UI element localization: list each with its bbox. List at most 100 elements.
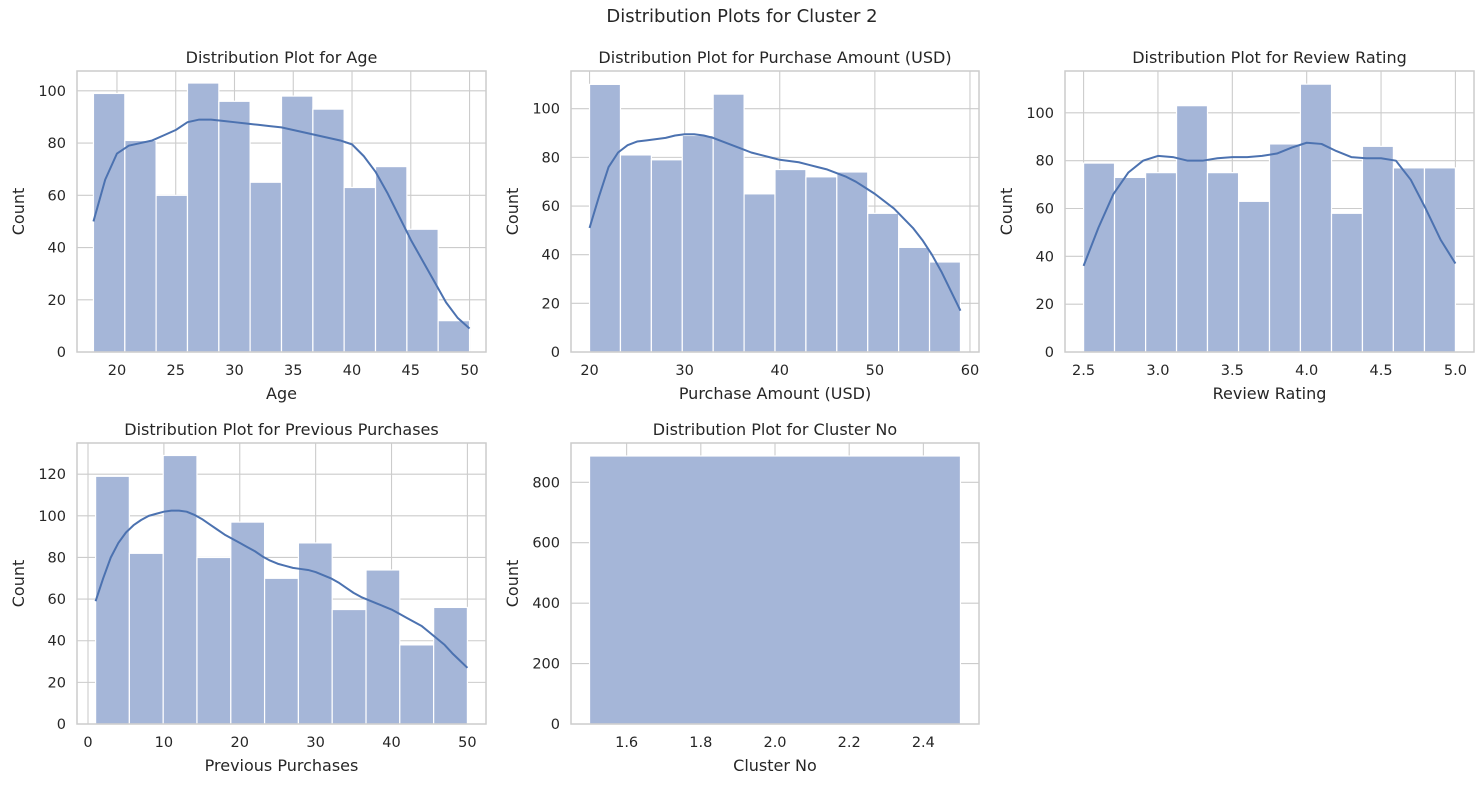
x-tick-label: 0 [83,735,92,751]
histogram-bar [433,606,469,725]
histogram-bar [249,181,283,353]
chart-title: Distribution Plot for Review Rating [1132,48,1407,67]
y-tick-labels: 0 20 40 60 80 100 [1026,106,1054,361]
chart-panel-previous-purchases: Distribution Plot for Previous Purchases… [0,410,494,786]
histogram-bar [406,228,439,353]
x-tick-label: 20 [580,363,598,379]
histogram-bar [280,95,314,353]
histogram-bar [619,154,652,353]
y-tick-label: 80 [542,150,560,166]
y-tick-label: 400 [532,596,560,612]
histogram-bars [94,454,469,725]
y-axis-label: Count [997,188,1016,236]
y-tick-label: 20 [48,675,66,691]
x-axis-label: Cluster No [733,756,817,775]
histogram-bar [681,134,714,353]
x-tick-label: 2.5 [1072,363,1095,379]
y-axis-label: Count [9,188,28,236]
y-tick-label: 80 [48,136,66,152]
histogram-bar [928,261,962,353]
x-tick-label: 40 [771,363,789,379]
histogram-bars [588,83,962,353]
chart-title: Distribution Plot for Age [186,48,378,67]
histogram-bar [1145,172,1178,353]
histogram-bar [650,159,683,353]
x-tick-labels: 20 25 30 35 40 45 50 [108,363,479,379]
histogram-bar [1113,176,1147,353]
histogram-bar [1268,143,1302,353]
x-tick-label: 40 [343,363,361,379]
x-tick-labels: 2.5 3.0 3.5 4.0 4.5 5.0 [1072,363,1467,379]
kde-line [1082,141,1457,267]
histogram-bar [1299,83,1333,353]
x-axis-label: Previous Purchases [205,756,359,775]
histogram-bar [297,542,333,725]
histogram-bar [1237,200,1271,353]
y-tick-label: 40 [48,241,66,257]
y-tick-label: 100 [38,509,66,525]
y-tick-label: 20 [542,296,560,312]
chart-title: Distribution Plot for Previous Purchases [124,420,438,439]
y-tick-label: 100 [532,102,560,118]
axes-frame [76,442,487,725]
x-tick-label: 20 [108,363,126,379]
y-tick-label: 100 [38,84,66,100]
histogram-bar [128,552,164,725]
histogram-bar [1423,167,1457,353]
histogram-bar [365,569,401,725]
y-tick-label: 200 [532,657,560,673]
y-tick-label: 40 [542,248,560,264]
histogram-bar [196,556,232,725]
x-tick-label: 5.0 [1444,363,1467,379]
chart-panel-cluster-no: Distribution Plot for Cluster No 1.6 1.8 2.… [494,410,988,786]
x-tick-label: 50 [460,363,478,379]
histogram-bar [374,165,408,353]
x-tick-label: 35 [284,363,302,379]
x-tick-label: 2.0 [763,735,786,751]
chart-panel-purchase-amount: Distribution Plot for Purchase Amount (U… [494,0,988,410]
histogram-bar [230,521,266,725]
histogram-bar [867,212,900,353]
y-tick-label: 0 [551,345,560,361]
x-tick-label: 30 [306,735,324,751]
histogram-bar [186,82,220,353]
histogram-bar [162,454,198,725]
y-tick-label: 80 [1036,154,1054,170]
chart-panel-review-rating: Distribution Plot for Review Rating 2.5 3.… [988,0,1484,410]
y-tick-label: 40 [48,634,66,650]
x-tick-label: 1.6 [615,735,638,751]
histogram-bar [1392,167,1426,353]
y-tick-labels: 0 20 40 60 80 100 120 [38,467,66,733]
histogram-bar [1361,145,1394,353]
y-tick-label: 40 [1036,249,1054,265]
y-tick-label: 60 [48,188,66,204]
chart-purchase-amount: Distribution Plot for Purchase Amount (U… [503,48,980,403]
x-tick-label: 10 [155,735,173,751]
histogram-bar [92,92,126,353]
axes-frame [570,70,980,353]
y-tick-label: 0 [551,717,560,733]
axes-frame [570,442,980,725]
histogram-bar [805,176,838,353]
y-tick-label: 0 [57,345,66,361]
chart-previous-purchases: Distribution Plot for Previous Purchases… [9,420,487,775]
histogram-bar [124,139,157,353]
histogram-bar [1175,105,1209,353]
x-tick-label: 2.2 [838,735,861,751]
y-tick-label: 0 [1045,345,1054,361]
histogram-bars [92,82,471,353]
histogram-bar [898,246,931,353]
kde-line [588,133,962,312]
y-tick-label: 600 [532,536,560,552]
histogram-bar [263,577,300,725]
x-tick-label: 3.0 [1146,363,1169,379]
x-tick-label: 3.5 [1221,363,1244,379]
chart-title: Distribution Plot for Cluster No [653,420,897,439]
y-tick-labels: 0 20 40 60 80 100 [532,102,560,361]
chart-title: Distribution Plot for Purchase Amount (U… [598,48,951,67]
histogram-bars [588,455,962,725]
x-tick-labels: 1.6 1.8 2.0 2.2 2.4 [615,735,935,751]
y-tick-label: 800 [532,475,560,491]
y-tick-labels: 0 20 40 60 80 100 [38,84,66,361]
x-tick-labels: 20 30 40 50 60 [580,363,979,379]
